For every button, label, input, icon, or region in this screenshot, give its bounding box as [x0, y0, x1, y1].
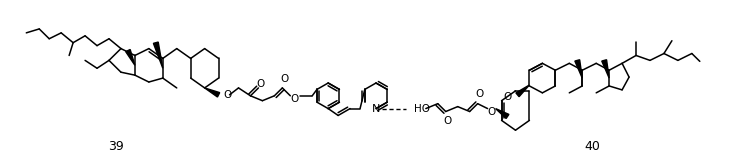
Text: 40: 40: [584, 140, 600, 153]
Text: O: O: [476, 89, 484, 99]
Text: O: O: [503, 92, 512, 102]
Text: O: O: [488, 107, 496, 117]
Polygon shape: [602, 60, 609, 78]
Text: O: O: [256, 79, 265, 89]
Text: O: O: [444, 116, 452, 126]
Text: O: O: [224, 90, 232, 100]
Polygon shape: [153, 42, 163, 68]
Polygon shape: [516, 85, 529, 97]
Polygon shape: [125, 50, 135, 65]
Text: O: O: [290, 94, 299, 104]
Polygon shape: [496, 109, 509, 119]
Text: O: O: [280, 74, 289, 84]
Polygon shape: [205, 88, 220, 97]
Text: N: N: [372, 104, 380, 114]
Polygon shape: [575, 60, 582, 78]
Text: HO: HO: [414, 104, 430, 114]
Text: 39: 39: [108, 140, 124, 153]
